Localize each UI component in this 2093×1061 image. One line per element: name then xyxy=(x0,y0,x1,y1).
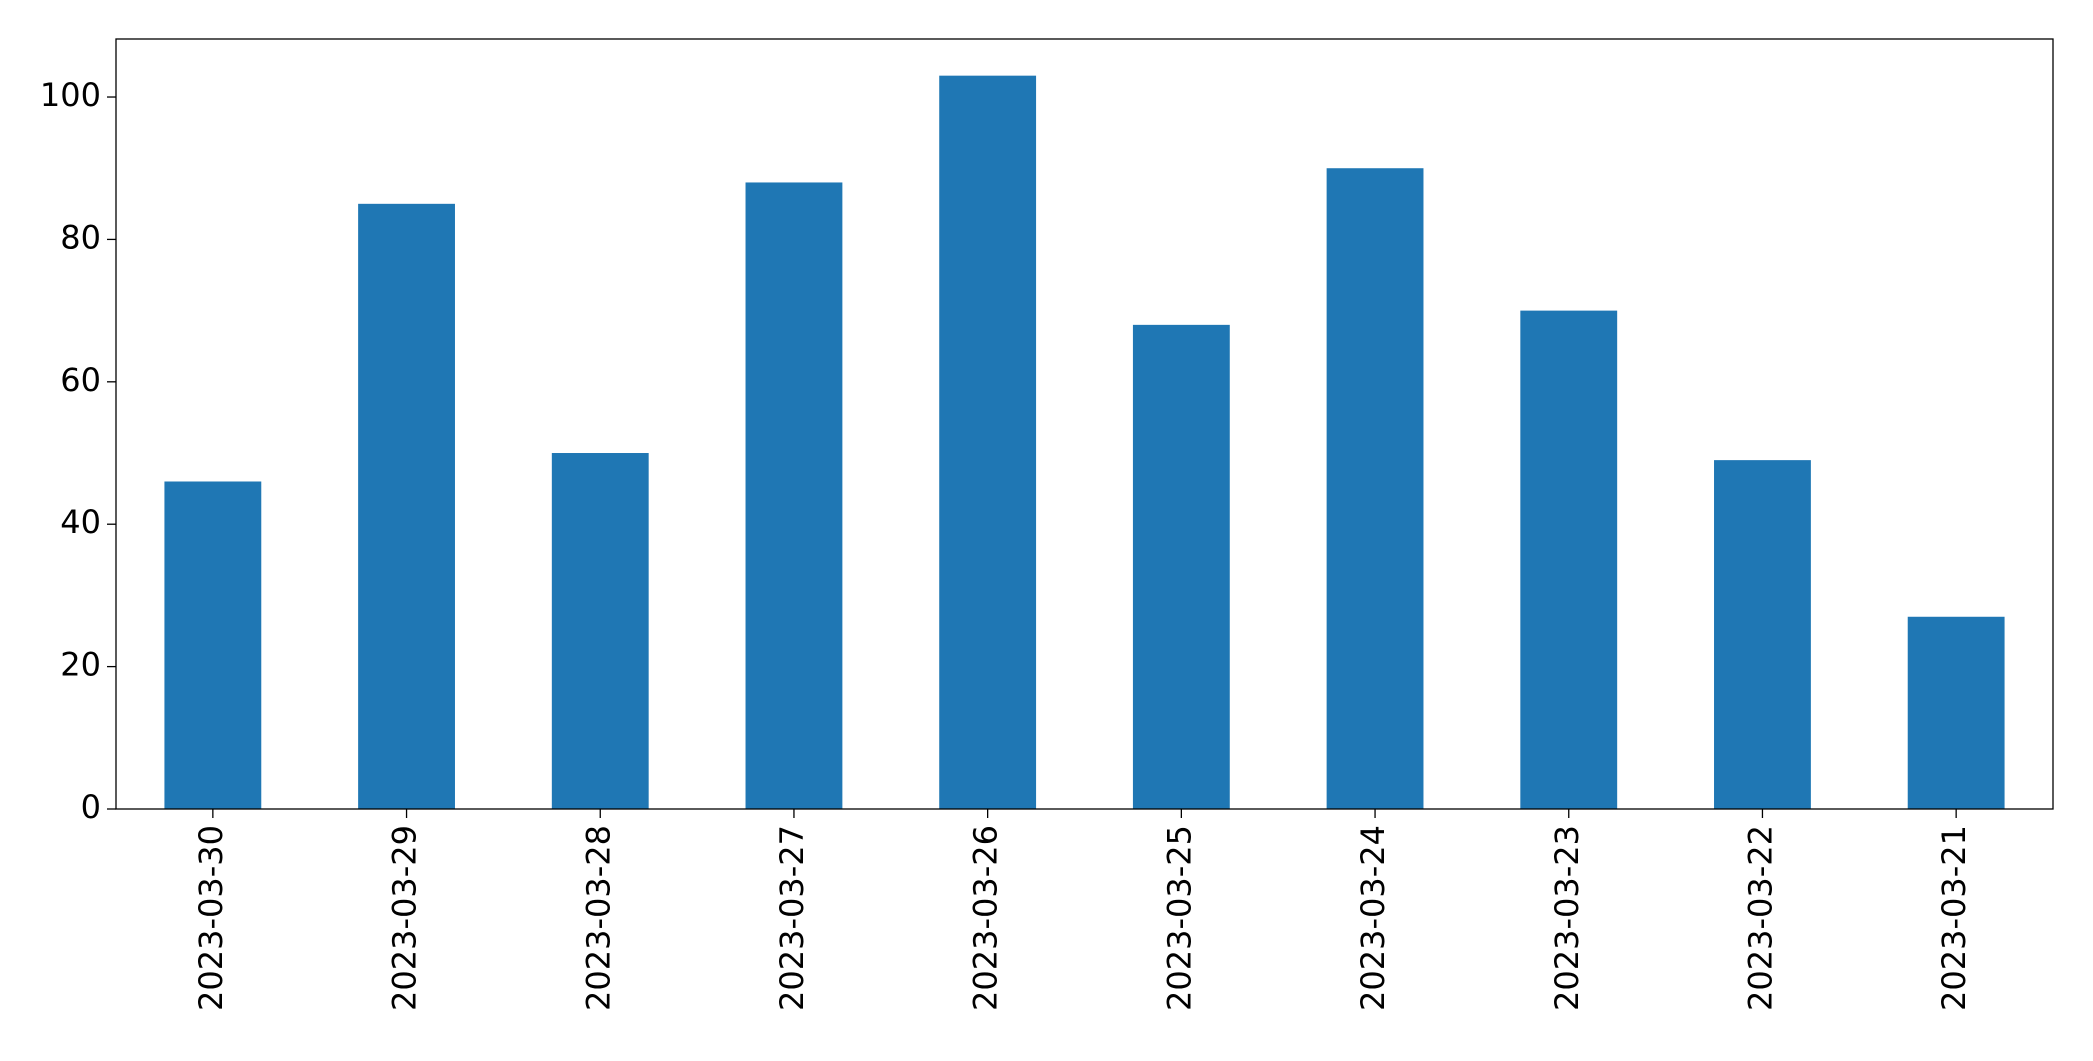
x-tick-label: 2023-03-28 xyxy=(579,825,617,1011)
x-tick-label: 2023-03-22 xyxy=(1741,825,1779,1011)
plot-frame xyxy=(115,38,2054,810)
bar xyxy=(1714,460,1811,809)
x-tick-label: 2023-03-27 xyxy=(773,825,811,1011)
y-tick-label: 60 xyxy=(60,361,101,399)
x-tick-label: 2023-03-23 xyxy=(1548,825,1586,1011)
x-tick-label: 2023-03-30 xyxy=(192,825,230,1011)
x-tick-label: 2023-03-21 xyxy=(1935,825,1973,1011)
x-tick-label: 2023-03-29 xyxy=(386,825,424,1011)
bar xyxy=(551,453,649,809)
x-tick-label: 2023-03-24 xyxy=(1354,825,1392,1011)
bar xyxy=(1907,616,2005,809)
y-tick-label: 80 xyxy=(60,218,101,256)
bar xyxy=(1326,168,1424,810)
bar xyxy=(164,481,262,809)
bar xyxy=(1132,324,1230,809)
y-tick-label: 40 xyxy=(60,503,101,541)
x-tick-label: 2023-03-25 xyxy=(1160,825,1198,1011)
y-tick-label: 0 xyxy=(81,788,101,826)
bar xyxy=(358,203,455,809)
y-tick-label: 100 xyxy=(40,76,101,114)
y-tick-label: 20 xyxy=(60,646,101,684)
x-tick-label: 2023-03-26 xyxy=(967,825,1005,1011)
bar xyxy=(1520,310,1618,809)
bar xyxy=(939,75,1037,809)
bar xyxy=(745,182,843,810)
